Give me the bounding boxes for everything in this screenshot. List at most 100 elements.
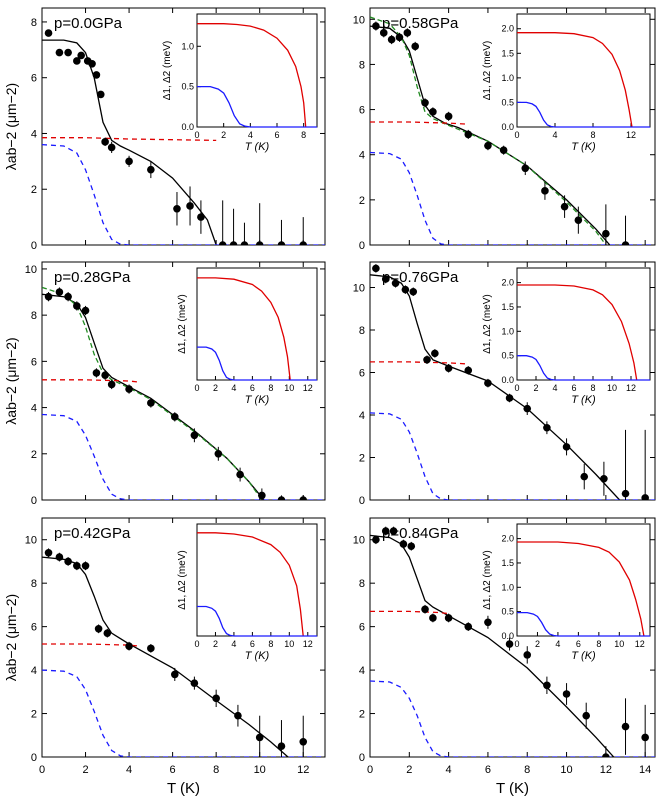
panel-5: 0 2 4 6 8 10 12 0 2 4 6 8 10 p=0.42GPa 0 2 4 6 8 10 12 T (K) Δ… <box>3 517 326 797</box>
panel-frame <box>41 7 326 246</box>
y-tick-label: 6 <box>359 368 365 380</box>
data-point <box>372 22 380 30</box>
data-point <box>372 535 380 544</box>
data-point <box>484 618 492 627</box>
data-point <box>387 35 396 44</box>
data-point <box>641 733 649 742</box>
pressure-label: p=0.58GPa <box>382 15 459 32</box>
data-point <box>73 562 81 570</box>
x-axis-label: T (K) <box>496 780 529 797</box>
y-tick-label: 8 <box>359 59 365 71</box>
data-point <box>55 553 64 561</box>
inset-frame <box>196 267 318 381</box>
gap-delta1-curve <box>197 23 307 128</box>
gap-delta2-curve <box>197 85 317 128</box>
inset: 0 2 4 6 8 10 12 0.0 0.5 1.0 1.5 2.0 T (K) Δ1, Δ2 (meV… <box>482 523 651 662</box>
inset-y-tick-label: 0.0 <box>181 122 194 132</box>
data-point <box>431 349 439 358</box>
panel-frame <box>369 517 656 758</box>
data-point <box>484 379 492 387</box>
component-curve <box>42 413 325 500</box>
gap-delta1-curve <box>517 541 645 637</box>
inset-x-tick-label: 2 <box>213 383 218 393</box>
data-point <box>499 146 508 154</box>
data-point <box>641 494 649 500</box>
data-point <box>258 491 266 500</box>
plot-area <box>42 548 325 757</box>
component-curve <box>370 610 449 615</box>
data-point <box>299 737 308 746</box>
y-tick-label: 4 <box>359 410 365 422</box>
inset-x-tick-label: 2 <box>535 639 540 649</box>
inset-y-tick-label: 0.5 <box>181 82 194 92</box>
data-point <box>381 527 390 535</box>
inset-y-tick-label: 1.0 <box>181 41 194 51</box>
y-axis-label: λab−2 (μm−2) <box>3 594 19 681</box>
data-point <box>523 404 532 413</box>
gap-delta1-curve <box>517 284 638 381</box>
data-point <box>444 614 453 622</box>
inset-x-tick-label: 6 <box>250 383 255 393</box>
y-tick-label: 2 <box>359 453 365 465</box>
data-point <box>92 71 101 79</box>
inset-y-label: Δ1, Δ2 (meV) <box>482 294 493 354</box>
x-tick-label: 14 <box>639 764 651 776</box>
data-point <box>255 733 264 742</box>
pressure-label: p=0.0GPa <box>54 15 123 32</box>
plot-area <box>42 286 325 500</box>
data-point <box>602 753 610 757</box>
y-tick-label: 4 <box>31 665 37 677</box>
inset-y-tick-label: 0.0 <box>501 375 514 385</box>
y-tick-label: 6 <box>359 622 365 634</box>
data-point <box>81 306 90 315</box>
data-point <box>55 288 64 296</box>
inset-frame <box>196 13 318 128</box>
inset-x-label: T (K) <box>571 650 596 662</box>
inset-x-tick-label: 8 <box>268 383 273 393</box>
data-point <box>381 275 390 283</box>
data-point <box>582 711 591 720</box>
inset-x-label: T (K) <box>245 650 270 662</box>
y-tick-label: 6 <box>31 622 37 634</box>
component-curve <box>370 151 655 245</box>
component-curve <box>42 379 141 383</box>
inset-x-label: T (K) <box>245 141 270 153</box>
data-point <box>464 366 473 375</box>
data-point <box>560 202 569 211</box>
data-point <box>64 48 72 57</box>
inset: 0 2 4 6 8 10 12 T (K) Δ1, Δ2 (meV) <box>177 523 318 662</box>
data-point <box>73 57 81 65</box>
inset-x-tick-label: 2 <box>533 383 538 393</box>
data-point <box>543 423 551 432</box>
plot-area <box>370 264 655 500</box>
data-point <box>94 625 103 633</box>
x-tick-label: 6 <box>485 764 491 776</box>
inset-x-tick-label: 0 <box>194 130 199 140</box>
data-point <box>125 642 133 650</box>
inset-x-tick-label: 0 <box>194 639 199 649</box>
data-point <box>107 380 116 389</box>
data-point <box>101 371 109 380</box>
inset-y-tick-label: 0.5 <box>501 97 514 107</box>
y-tick-label: 10 <box>353 535 365 547</box>
data-point <box>411 42 420 51</box>
inset-y-label: Δ1, Δ2 (meV) <box>482 550 493 610</box>
data-point <box>44 292 53 301</box>
data-point <box>44 29 53 37</box>
data-point <box>64 292 72 301</box>
x-tick-label: 2 <box>406 764 412 776</box>
data-point <box>236 470 244 479</box>
inset-x-tick-label: 10 <box>284 639 294 649</box>
data-point <box>444 364 453 373</box>
y-tick-label: 6 <box>359 105 365 117</box>
data-point <box>505 394 514 402</box>
inset-y-tick-label: 2.0 <box>501 278 514 288</box>
x-tick-label: 2 <box>82 764 88 776</box>
inset-y-tick-label: 0.0 <box>501 631 514 641</box>
inset-y-tick-label: 0.5 <box>501 351 514 361</box>
inset-y-tick-label: 1.0 <box>501 582 514 592</box>
data-point <box>147 399 155 407</box>
inset-x-label: T (K) <box>571 141 596 153</box>
inset: 0 4 8 12 0.0 0.5 1.0 1.5 2.0 T (K) Δ1, Δ2 (meV) <box>482 13 651 153</box>
panel-2: 0 2 4 6 8 10 p=0.58GPa 0 4 8 12 0.0 0.5 1.0 1.5 2.0 T (K… <box>353 7 656 252</box>
